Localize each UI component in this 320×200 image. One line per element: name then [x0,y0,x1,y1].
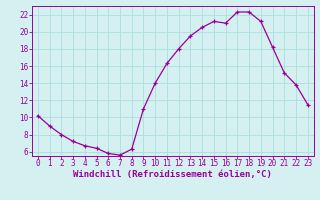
X-axis label: Windchill (Refroidissement éolien,°C): Windchill (Refroidissement éolien,°C) [73,170,272,179]
